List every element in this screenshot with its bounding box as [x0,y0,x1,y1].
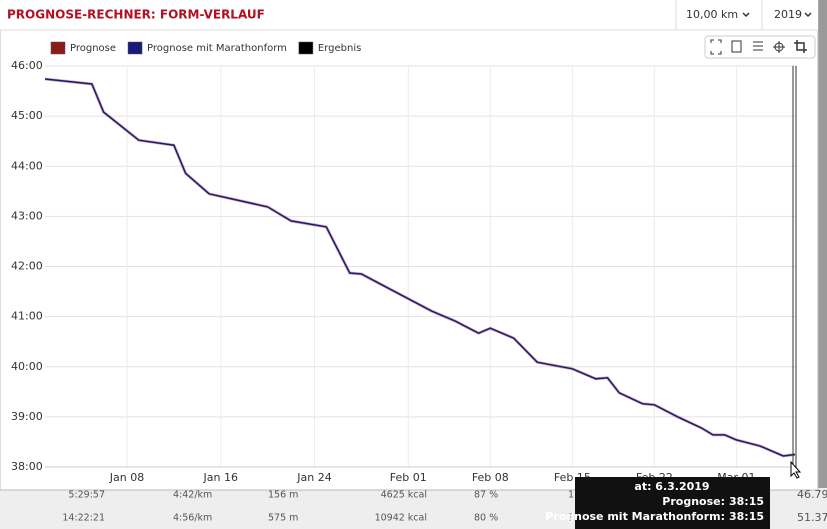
table-cell: 575 m [268,513,298,524]
icon [794,40,807,53]
year-value[interactable]: 2019 [774,8,802,21]
tooltip-value: 38:15 [729,495,764,508]
tooltip-title: at: 6.3.2019 [634,480,709,493]
table-cell: 5:29:57 [68,490,105,501]
legend-label[interactable]: Prognose mit Marathonform [147,43,287,54]
y-tick-label: 43:00 [11,209,43,222]
series-line [44,78,796,457]
tooltip: at: 6.3.2019 Prognose: 38:15 Prognose mit M… [545,477,770,529]
save-button[interactable] [731,40,742,53]
icon [731,40,742,53]
background-table: 5:29:57 4:42/km 156 m 4625 kcal 87 % 1 46.7914… [62,488,827,524]
table-cell: 1 [568,513,574,524]
toolbar-frame [704,35,816,59]
y-tick-label: 40:00 [11,360,43,373]
distance-value[interactable]: 10,00 km [686,8,738,21]
x-tick-label: Jan 24 [296,471,331,484]
x-tick-label: Feb 01 [390,471,427,484]
table-cell: 46.79 [797,488,827,501]
y-tick-label: 39:00 [11,410,43,423]
panel-title: PROGNOSE-RECHNER: FORM-VERLAUF [7,8,265,22]
table-cell: 4625 kcal [381,490,427,501]
panel-header [0,0,818,30]
legend-label[interactable]: Prognose [70,43,116,54]
tooltip-label: Prognose mit Marathonform: [545,510,725,523]
table-cell: 80 % [474,513,498,524]
y-tick-label: 45:00 [11,109,43,122]
table-cell: 87 % [474,490,498,501]
y-tick-label: 42:00 [11,260,43,273]
legend-swatch [127,41,143,55]
table-cell: 156 m [268,490,298,501]
y-tick-label: 44:00 [11,159,43,172]
crop-button[interactable] [794,40,807,53]
table-cell: 51.37 [797,511,827,524]
y-tick-label: 41:00 [11,310,43,323]
list-button[interactable] [753,41,763,51]
legend-swatch [298,41,314,55]
icon [710,39,722,55]
x-tick-label: Jan 08 [109,471,144,484]
fullscreen-button[interactable] [710,39,722,55]
icon [753,41,763,51]
table-cell: 4:42/km [173,490,212,501]
tooltip-box [575,477,770,529]
chart-toolbar [704,35,816,59]
chevron [804,12,812,18]
year-dropdown[interactable]: 2019 [774,8,812,21]
crosshair-button[interactable] [773,41,785,53]
chart: 38:00 39:00 40:00 41:00 42:00 43:00 44:00 45:00… [11,41,797,484]
tooltip-label: Prognose: [662,495,725,508]
mouse-cursor [790,460,802,479]
table-cell: 10942 kcal [375,513,427,524]
table-cell: 1 [568,490,574,501]
legend-swatch [50,41,66,55]
y-tick-label: 46:00 [11,59,43,72]
tooltip-value: 38:15 [729,510,764,523]
x-tick-label: Feb 08 [472,471,509,484]
table-cell: 14:22:21 [62,513,105,524]
legend-label[interactable]: Ergebnis [318,43,361,54]
chevron [742,12,750,18]
distance-dropdown[interactable]: 10,00 km [686,8,750,21]
icon [773,41,785,53]
y-tick-label: 38:00 [11,460,43,473]
x-tick-label: Jan 16 [203,471,238,484]
table-cell: 4:56/km [173,513,212,524]
